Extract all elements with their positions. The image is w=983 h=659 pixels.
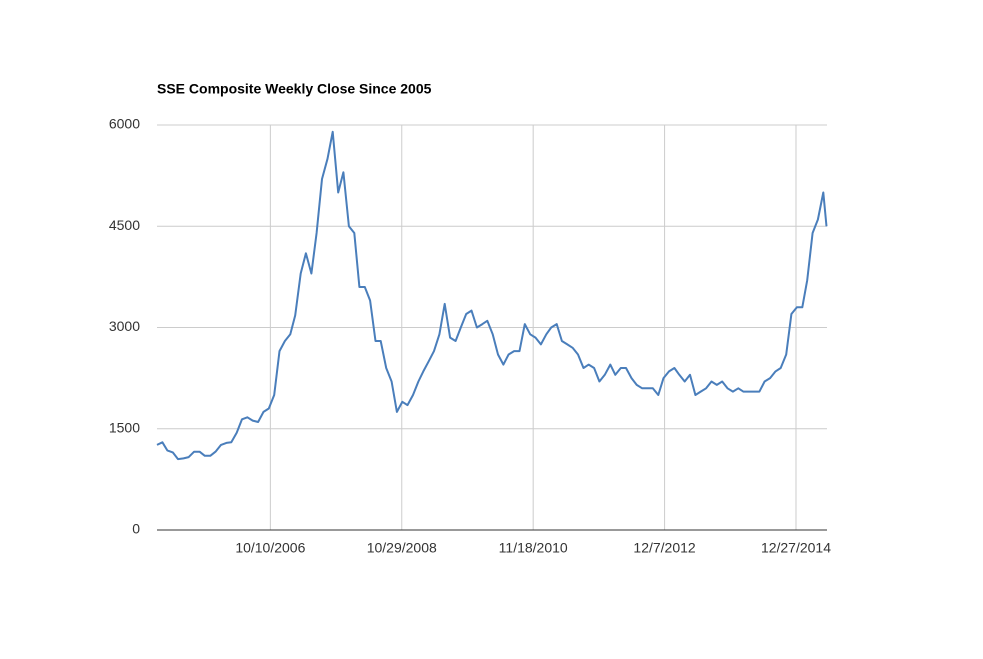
chart-title: SSE Composite Weekly Close Since 2005 xyxy=(157,81,432,97)
x-tick-label: 11/18/2010 xyxy=(499,540,568,556)
y-tick-label: 3000 xyxy=(109,318,140,334)
y-tick-label: 6000 xyxy=(109,116,140,132)
line-series xyxy=(156,130,828,461)
x-tick-label: 10/29/2008 xyxy=(367,540,437,556)
x-tick-label: 12/27/2014 xyxy=(761,540,831,556)
x-tick-label: 12/7/2012 xyxy=(633,540,695,556)
y-tick-label: 4500 xyxy=(109,217,140,233)
y-tick-label: 0 xyxy=(132,521,140,537)
y-tick-label: 1500 xyxy=(109,419,140,435)
x-tick-label: 10/10/2006 xyxy=(235,540,305,556)
